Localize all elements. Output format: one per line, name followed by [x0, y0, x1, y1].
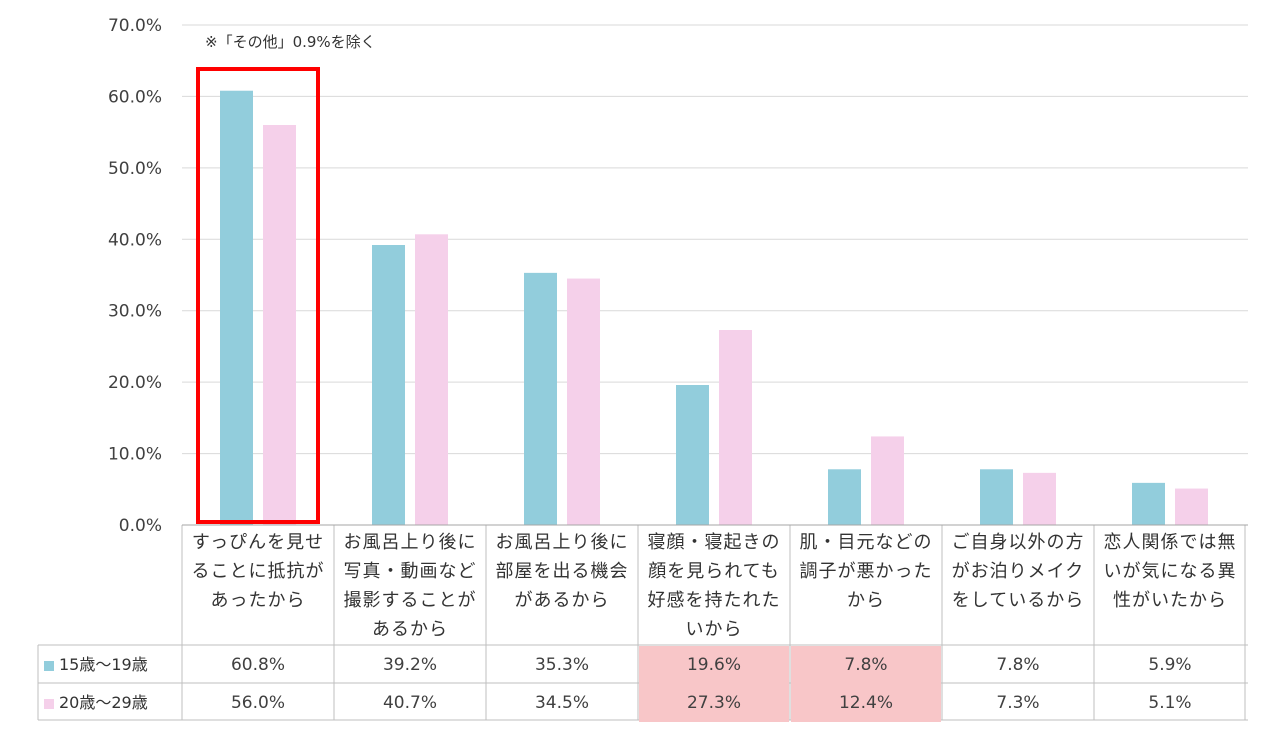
category-label: 恋人関係では無いが気になる異性がいたから — [1103, 532, 1237, 611]
legend-swatch — [44, 660, 54, 671]
table-cell: 40.7% — [382, 693, 437, 713]
table-cell: 7.8% — [996, 655, 1040, 675]
table-cell: 5.1% — [1148, 693, 1192, 713]
bar-series1 — [220, 90, 253, 525]
bar-series2 — [719, 330, 752, 525]
table-cell: 19.6% — [639, 646, 789, 684]
y-tick-label: 10.0% — [108, 445, 162, 465]
bar-series1 — [1132, 482, 1165, 525]
legend-swatch — [44, 698, 54, 709]
bar-series1 — [524, 272, 557, 525]
y-axis: 0.0% 10.0% 20.0% 30.0% 40.0% 50.0% 60.0% 70.0% — [108, 16, 162, 536]
table-cell: 27.3% — [639, 684, 789, 722]
category-label: 肌・目元などの調子が悪かったから — [799, 532, 933, 611]
y-tick-label: 40.0% — [108, 230, 162, 250]
bar-series2 — [871, 436, 904, 525]
bar-series2 — [567, 278, 600, 525]
bar-series1 — [372, 245, 405, 525]
table-cell: 12.4% — [791, 684, 941, 722]
table-cell: 39.2% — [382, 655, 437, 675]
y-tick-label: 60.0% — [108, 87, 162, 107]
bar-series2 — [1023, 472, 1056, 525]
bar-series2 — [1175, 488, 1208, 525]
category-label: お風呂上り後に写真・動画など撮影することがあるから — [343, 532, 477, 640]
bar-series2 — [415, 234, 448, 526]
table-cell: 56.0% — [230, 693, 285, 713]
table-row-header: 15歳～19歳 — [38, 646, 180, 684]
table-cell: 60.8% — [230, 655, 285, 675]
category-label: ご自身以外の方がお泊りメイクをしているから — [951, 532, 1085, 611]
table-row-header: 20歳～29歳 — [38, 684, 180, 722]
y-tick-label: 70.0% — [108, 16, 162, 36]
bar-series1 — [828, 469, 861, 525]
highlight-box — [196, 67, 320, 524]
y-tick-label: 50.0% — [108, 159, 162, 179]
table-cell: 7.3% — [996, 693, 1040, 713]
y-tick-label: 20.0% — [108, 373, 162, 393]
bar-series2 — [263, 125, 296, 525]
bar-series1 — [980, 469, 1013, 525]
category-label: すっぴんを見せることに抵抗があったから — [191, 532, 325, 611]
table-cell: 5.9% — [1148, 655, 1192, 675]
category-label: お風呂上り後に部屋を出る機会があるから — [495, 532, 629, 611]
y-tick-label: 30.0% — [108, 302, 162, 322]
table-cell: 34.5% — [534, 693, 589, 713]
category-label: 寝顔・寝起きの顔を見られても好感を持たれたいから — [647, 532, 781, 640]
table-cell: 7.8% — [791, 646, 941, 684]
gridlines — [182, 24, 1248, 526]
table-cell: 35.3% — [534, 655, 589, 675]
bar-series1 — [676, 385, 709, 525]
chart-note: ※「その他」0.9%を除く — [205, 33, 376, 51]
y-tick-label: 0.0% — [119, 516, 162, 536]
bars — [220, 90, 1208, 526]
series-name: 15歳～19歳 — [59, 655, 148, 674]
series-name: 20歳～29歳 — [59, 693, 148, 712]
